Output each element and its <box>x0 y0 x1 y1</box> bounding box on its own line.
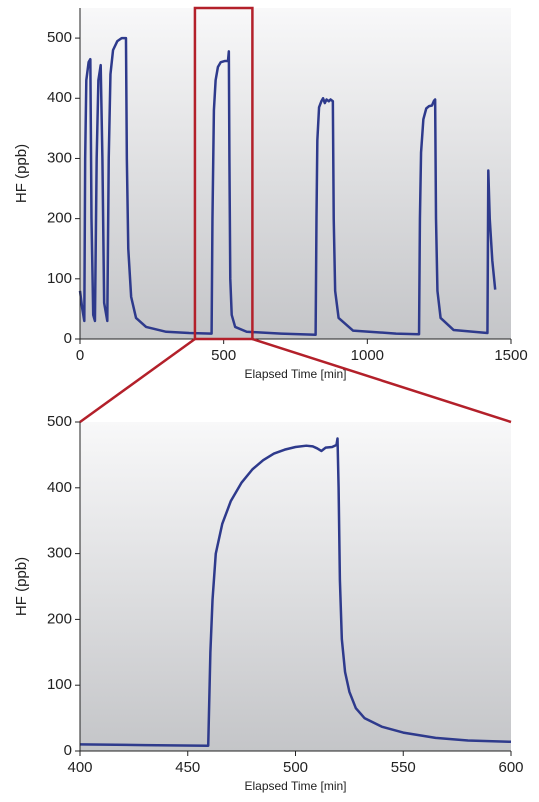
y-tick-label: 500 <box>47 29 72 46</box>
y-tick-label: 100 <box>47 676 72 693</box>
x-tick-label: 500 <box>283 759 308 776</box>
x-tick-label: 600 <box>498 759 523 776</box>
y-tick-label: 300 <box>47 545 72 562</box>
y-tick-label: 200 <box>47 210 72 227</box>
y-tick-label: 100 <box>47 270 72 287</box>
x-tick-label: 450 <box>175 759 200 776</box>
x-axis-label: Elapsed Time [min] <box>244 367 346 381</box>
y-tick-label: 200 <box>47 610 72 627</box>
zoom-box <box>193 6 254 341</box>
y-tick-label: 0 <box>64 742 72 759</box>
y-tick-label: 500 <box>47 413 72 430</box>
data-line <box>78 36 497 337</box>
y-tick-label: 400 <box>47 479 72 496</box>
y-tick-label: 0 <box>64 330 72 347</box>
y-axis-label: HF (ppb) <box>13 557 30 616</box>
x-tick-label: 1500 <box>494 347 527 364</box>
plot-area <box>80 422 511 751</box>
x-tick-label: 1000 <box>351 347 384 364</box>
plot-area <box>80 8 511 339</box>
y-tick-label: 400 <box>47 89 72 106</box>
zoom-connector <box>79 337 196 424</box>
x-axis-label: Elapsed Time [min] <box>244 779 346 793</box>
y-axis-label: HF (ppb) <box>13 144 30 203</box>
zoom-connector <box>252 337 512 424</box>
x-tick-label: 550 <box>391 759 416 776</box>
x-tick-label: 400 <box>67 759 92 776</box>
x-tick-label: 0 <box>76 347 84 364</box>
data-line <box>79 437 512 747</box>
y-tick-label: 300 <box>47 149 72 166</box>
x-tick-label: 500 <box>211 347 236 364</box>
